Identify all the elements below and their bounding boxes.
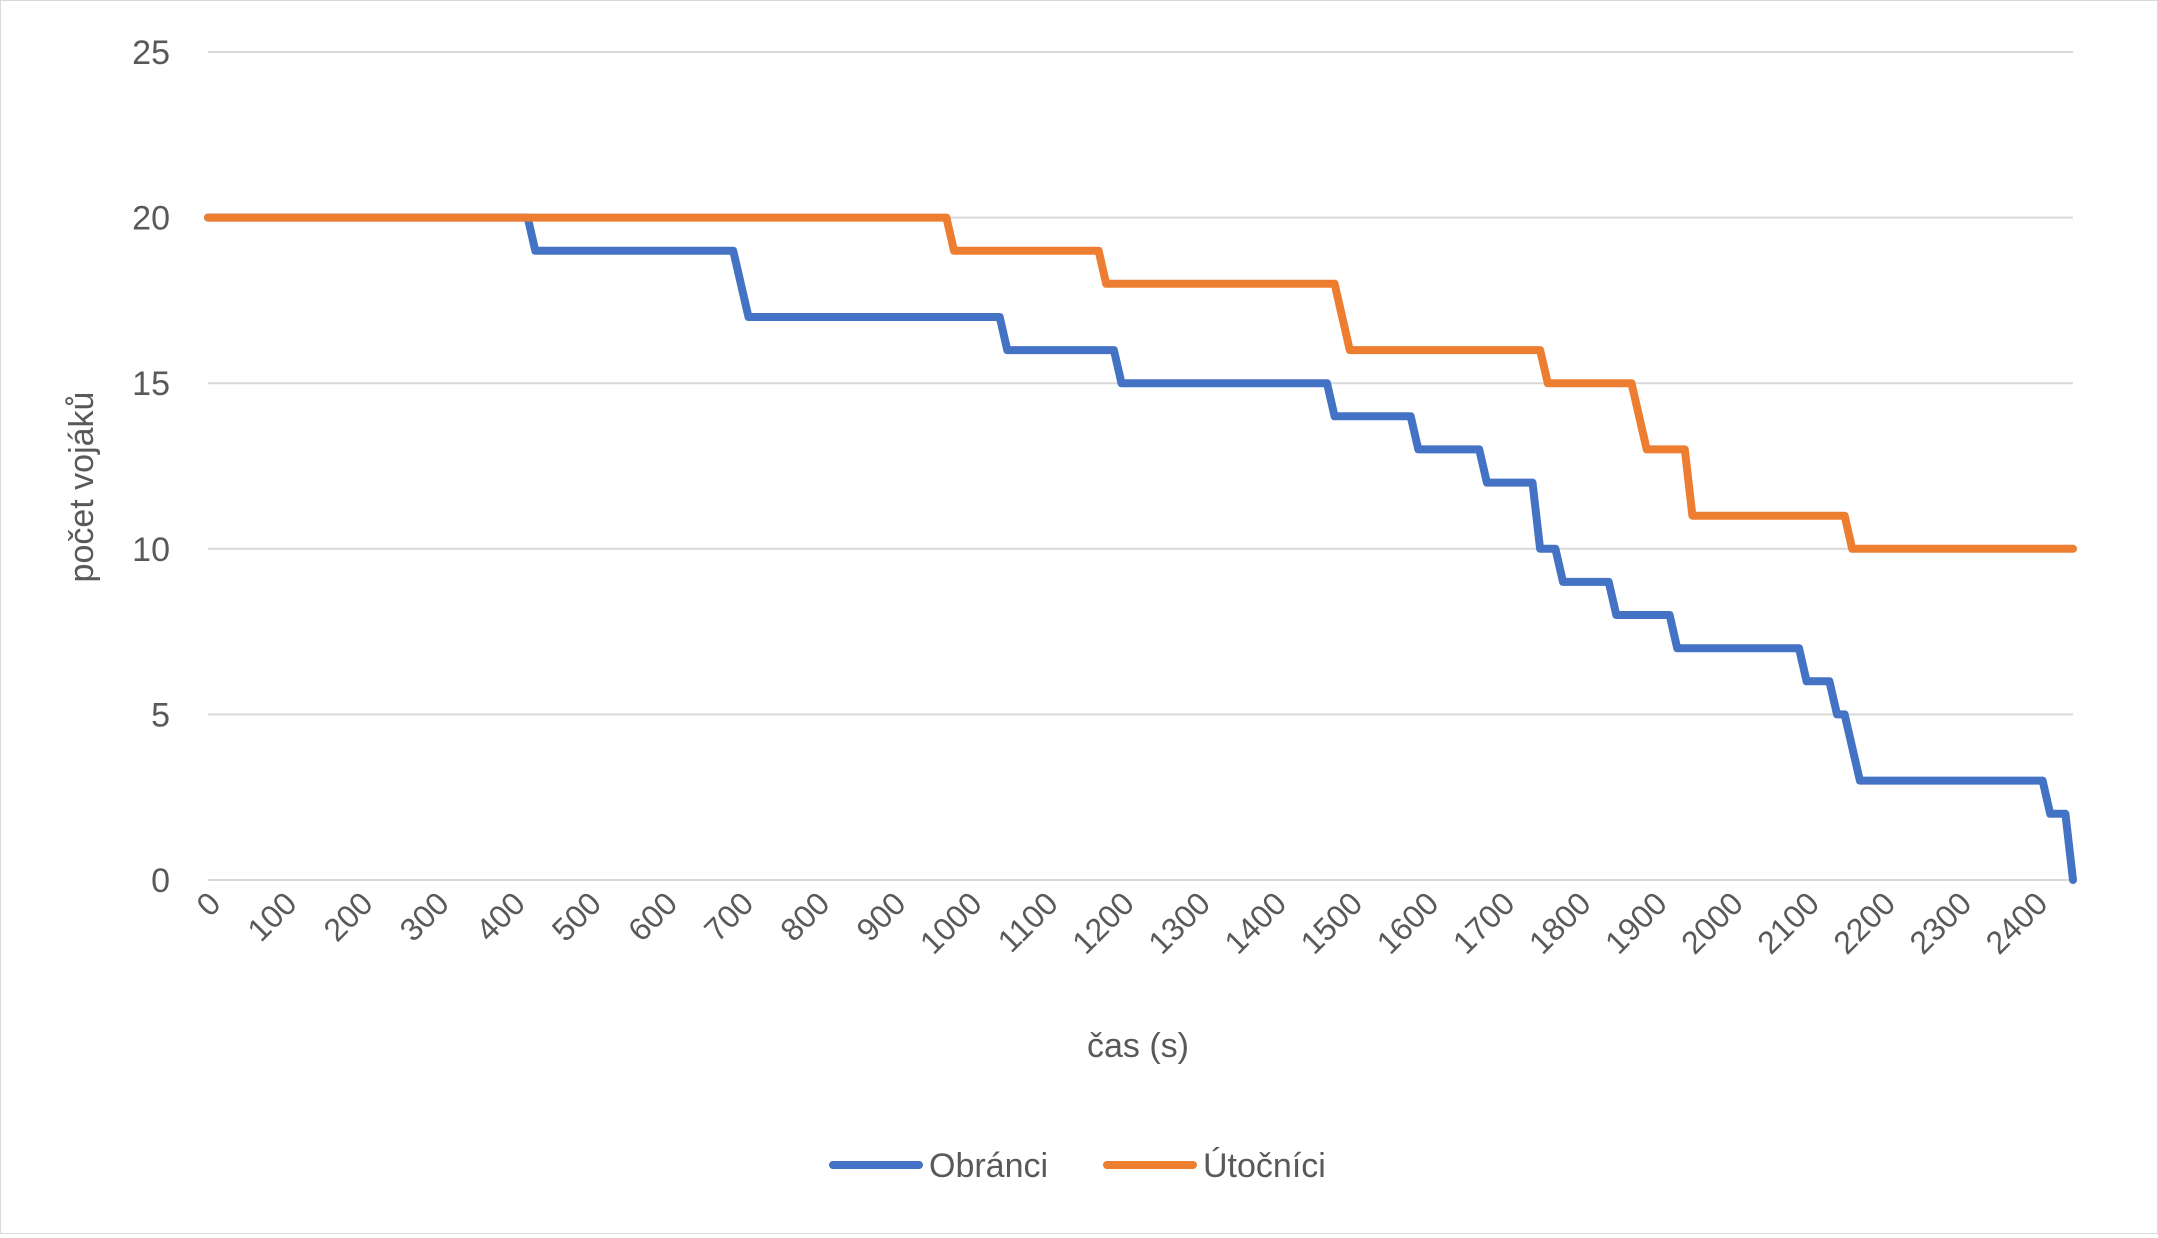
y-axis-tick-labels: 0 5 10 15 20 25: [132, 34, 170, 900]
x-tick-label: 2200: [1826, 885, 1902, 961]
y-tick-label: 15: [132, 365, 170, 403]
y-tick-label: 5: [151, 696, 170, 734]
y-tick-label: 10: [132, 531, 170, 569]
x-axis-label: čas (s): [1087, 1027, 1189, 1065]
x-tick-label: 1800: [1522, 885, 1598, 961]
x-tick-label: 500: [545, 885, 608, 948]
series-lines: [204, 213, 2077, 884]
x-tick-label: 100: [240, 885, 303, 948]
x-tick-label: 1600: [1370, 885, 1446, 961]
x-tick-label: 2400: [1979, 885, 2055, 961]
x-tick-label: 400: [469, 885, 532, 948]
x-tick-label: 200: [316, 885, 379, 948]
x-tick-label: 1000: [913, 885, 989, 961]
x-tick-label: 1500: [1293, 885, 1369, 961]
x-tick-label: 1400: [1217, 885, 1293, 961]
legend: Obránci Útočníci: [829, 1147, 1326, 1185]
series-line: [204, 213, 2077, 884]
legend-label: Obránci: [929, 1147, 1048, 1185]
y-axis-label: počet vojáků: [63, 392, 101, 583]
x-tick-label: 1200: [1065, 885, 1141, 961]
x-tick-label: 900: [849, 885, 912, 948]
x-tick-label: 800: [773, 885, 836, 948]
x-tick-label: 1300: [1141, 885, 1217, 961]
x-tick-label: 600: [621, 885, 684, 948]
x-tick-label: 2000: [1674, 885, 1750, 961]
y-tick-label: 20: [132, 200, 170, 238]
x-tick-label: 2300: [1902, 885, 1978, 961]
x-axis-tick-labels: 0 100 200 300 400 500 600 700 800 900 1000 1100 1200…: [189, 885, 2054, 961]
x-tick-label: 2100: [1750, 885, 1826, 961]
legend-label: Útočníci: [1203, 1147, 1326, 1185]
x-tick-label: 1700: [1446, 885, 1522, 961]
x-tick-label: 0: [189, 885, 227, 923]
x-tick-label: 1100: [991, 885, 1065, 959]
y-tick-label: 0: [151, 862, 170, 900]
series-line: [204, 213, 2077, 553]
x-tick-label: 300: [393, 885, 456, 948]
gridlines: [208, 51, 2073, 881]
x-tick-label: 700: [697, 885, 760, 948]
y-tick-label: 25: [132, 34, 170, 72]
x-tick-label: 1900: [1598, 885, 1674, 961]
